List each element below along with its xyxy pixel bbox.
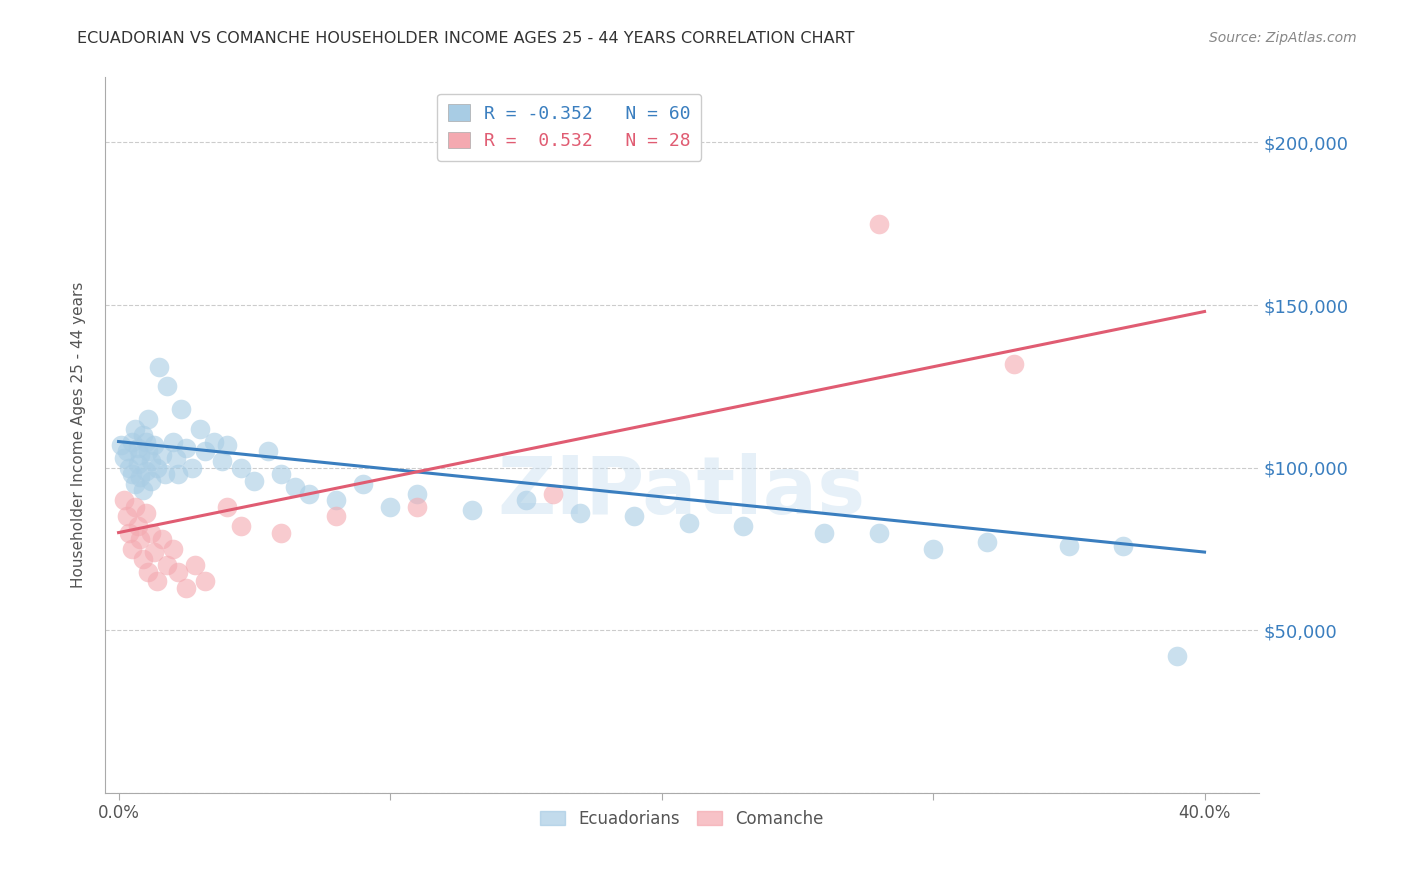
Point [180, 460, 202, 475]
Point [170, 402, 193, 417]
Point [976, 535, 998, 549]
Legend: Ecuadorians, Comanche: Ecuadorians, Comanche [534, 803, 831, 834]
Point [162, 541, 184, 556]
Point [325, 509, 347, 524]
Point [121, 467, 143, 481]
Point [110, 438, 132, 452]
Point [211, 454, 233, 468]
Point [623, 509, 645, 524]
Point [270, 467, 292, 481]
Point [124, 500, 146, 514]
Point [1112, 539, 1135, 553]
Point [121, 541, 143, 556]
Point [121, 434, 143, 449]
Point [1057, 539, 1080, 553]
Point [167, 467, 190, 481]
Point [257, 444, 280, 458]
Point [162, 434, 184, 449]
Point [406, 486, 429, 500]
Point [129, 448, 152, 462]
Point [194, 574, 217, 589]
Point [165, 450, 187, 465]
Point [515, 493, 537, 508]
Point [176, 581, 198, 595]
Point [129, 532, 152, 546]
Point [284, 480, 307, 494]
Point [731, 519, 754, 533]
Point [194, 444, 217, 458]
Point [142, 438, 165, 452]
Point [188, 421, 211, 435]
Point [868, 217, 890, 231]
Point [112, 450, 135, 465]
Point [153, 467, 176, 481]
Point [1166, 649, 1188, 664]
Point [569, 506, 592, 520]
Text: ECUADORIAN VS COMANCHE HOUSEHOLDER INCOME AGES 25 - 44 YEARS CORRELATION CHART: ECUADORIAN VS COMANCHE HOUSEHOLDER INCOM… [77, 31, 855, 46]
Point [127, 441, 149, 455]
Point [1004, 357, 1026, 371]
Point [112, 493, 135, 508]
Text: ZIPatlas: ZIPatlas [498, 453, 866, 532]
Point [243, 474, 266, 488]
Point [115, 509, 138, 524]
Point [129, 470, 152, 484]
Point [132, 551, 155, 566]
Point [460, 503, 482, 517]
Point [127, 519, 149, 533]
Point [118, 525, 141, 540]
Point [678, 516, 700, 530]
Point [127, 458, 149, 472]
Point [229, 460, 252, 475]
Point [150, 448, 173, 462]
Point [142, 545, 165, 559]
Point [145, 460, 167, 475]
Point [150, 532, 173, 546]
Point [167, 565, 190, 579]
Point [139, 454, 162, 468]
Point [325, 493, 347, 508]
Point [297, 486, 319, 500]
Point [138, 411, 160, 425]
Point [378, 500, 401, 514]
Point [139, 474, 162, 488]
Point [124, 476, 146, 491]
Point [135, 434, 157, 449]
Point [132, 483, 155, 498]
Point [124, 421, 146, 435]
Point [138, 565, 160, 579]
Point [138, 444, 160, 458]
Point [217, 500, 239, 514]
Point [132, 428, 155, 442]
Point [229, 519, 252, 533]
Point [118, 460, 141, 475]
Point [156, 379, 179, 393]
Point [135, 464, 157, 478]
Point [115, 444, 138, 458]
Point [922, 541, 945, 556]
Point [139, 525, 162, 540]
Point [813, 525, 835, 540]
Point [156, 558, 179, 573]
Point [135, 506, 157, 520]
Point [217, 438, 239, 452]
Point [176, 441, 198, 455]
Y-axis label: Householder Income Ages 25 - 44 years: Householder Income Ages 25 - 44 years [72, 282, 86, 588]
Point [145, 574, 167, 589]
Point [148, 359, 170, 374]
Point [868, 525, 890, 540]
Point [406, 500, 429, 514]
Point [352, 476, 374, 491]
Point [541, 486, 564, 500]
Point [183, 558, 205, 573]
Point [202, 434, 225, 449]
Text: Source: ZipAtlas.com: Source: ZipAtlas.com [1209, 31, 1357, 45]
Point [270, 525, 292, 540]
